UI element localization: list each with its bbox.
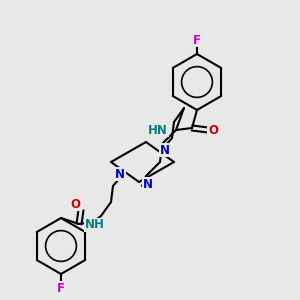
Text: NH: NH [85,218,105,232]
Text: HN: HN [148,124,168,136]
Text: O: O [208,124,218,136]
Text: F: F [193,34,201,46]
Text: O: O [70,197,80,211]
Text: N: N [115,167,125,181]
Text: F: F [57,281,65,295]
Text: N: N [143,178,153,190]
Text: N: N [160,143,170,157]
